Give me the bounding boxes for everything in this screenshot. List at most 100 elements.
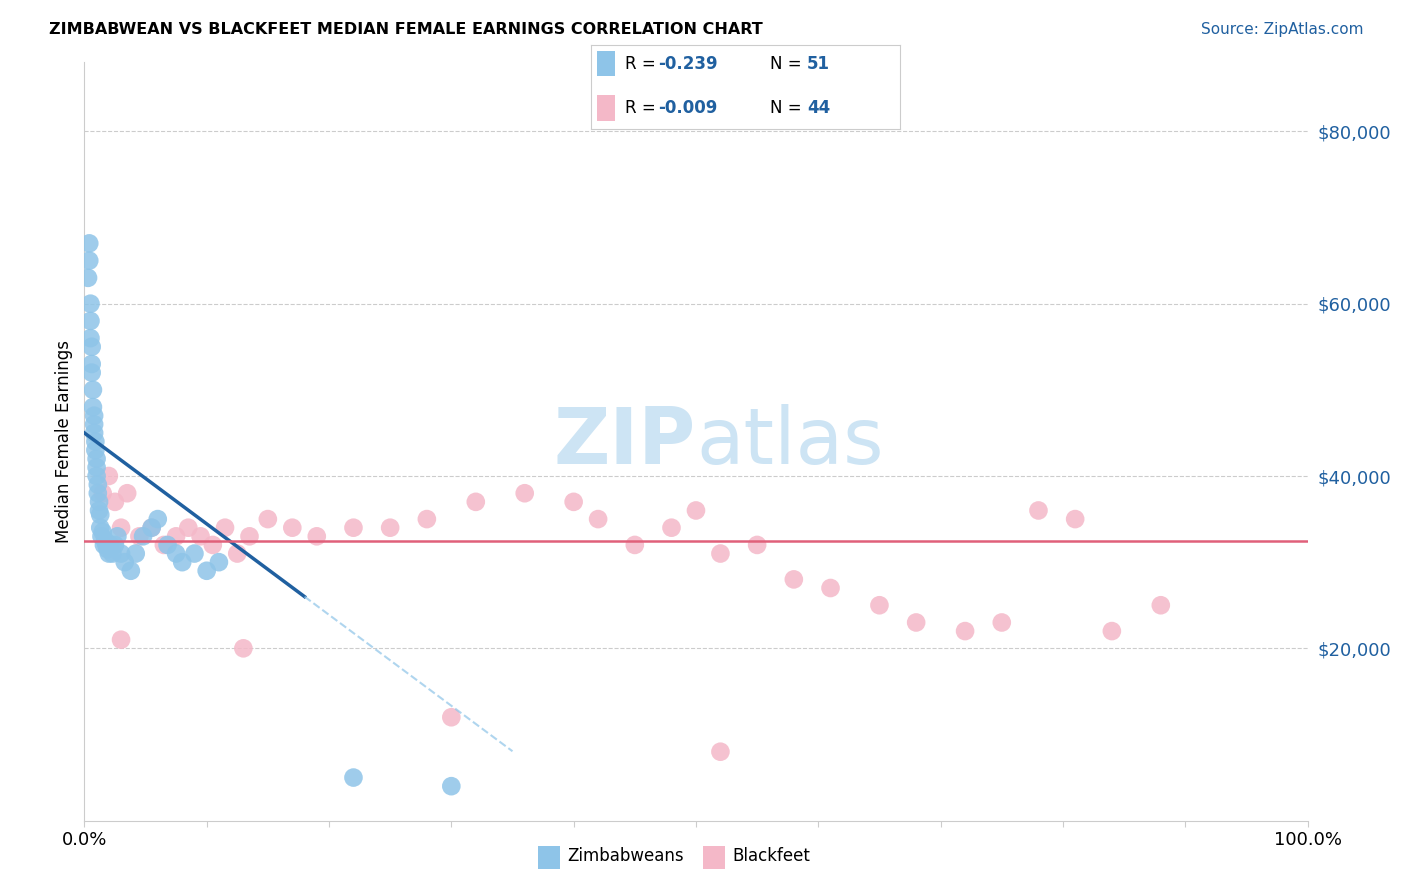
Bar xyxy=(596,95,616,120)
Point xyxy=(101,547,124,561)
Point xyxy=(89,521,111,535)
Point xyxy=(104,538,127,552)
Text: N =: N = xyxy=(770,54,801,72)
Point xyxy=(1028,503,1050,517)
Point xyxy=(869,599,891,613)
Point xyxy=(98,538,121,552)
Point xyxy=(77,270,100,285)
Text: Source: ZipAtlas.com: Source: ZipAtlas.com xyxy=(1201,22,1364,37)
Text: N =: N = xyxy=(770,99,801,117)
Point xyxy=(146,512,169,526)
Point xyxy=(624,538,647,552)
Point xyxy=(86,460,108,475)
Point xyxy=(380,521,402,535)
Point xyxy=(156,538,179,552)
Point xyxy=(464,495,486,509)
Point xyxy=(79,314,101,328)
Point xyxy=(281,521,304,535)
Text: R =: R = xyxy=(624,99,655,117)
Point xyxy=(709,745,731,759)
Point xyxy=(87,495,110,509)
Point xyxy=(905,615,928,630)
Text: ZIMBABWEAN VS BLACKFEET MEDIAN FEMALE EARNINGS CORRELATION CHART: ZIMBABWEAN VS BLACKFEET MEDIAN FEMALE EA… xyxy=(49,22,763,37)
Point xyxy=(80,366,103,380)
Point xyxy=(141,521,163,535)
Point xyxy=(125,547,148,561)
Text: 51: 51 xyxy=(807,54,830,72)
Point xyxy=(342,521,364,535)
Text: 44: 44 xyxy=(807,99,831,117)
Point xyxy=(97,469,120,483)
Point xyxy=(87,486,110,500)
Text: atlas: atlas xyxy=(696,403,883,480)
Point xyxy=(79,296,101,310)
Point xyxy=(195,564,218,578)
Point xyxy=(87,477,110,491)
Point xyxy=(440,779,463,793)
Point xyxy=(94,533,117,548)
Point xyxy=(77,253,100,268)
Point xyxy=(110,632,132,647)
Text: Zimbabweans: Zimbabweans xyxy=(568,847,685,865)
Point xyxy=(165,547,187,561)
Point xyxy=(83,417,105,432)
Point xyxy=(685,503,707,517)
Point xyxy=(177,521,200,535)
Point xyxy=(110,521,132,535)
Point xyxy=(820,581,842,595)
Point xyxy=(201,538,224,552)
Point xyxy=(79,331,101,345)
Point xyxy=(238,529,260,543)
Point xyxy=(953,624,976,639)
Point xyxy=(257,512,280,526)
Point xyxy=(114,555,136,569)
Point xyxy=(342,771,364,785)
Point xyxy=(83,409,105,423)
Point xyxy=(440,710,463,724)
Text: Blackfeet: Blackfeet xyxy=(733,847,810,865)
Point xyxy=(96,538,118,552)
Point xyxy=(991,615,1014,630)
Point xyxy=(132,529,155,543)
Point xyxy=(89,508,111,522)
Point xyxy=(661,521,683,535)
Point xyxy=(709,547,731,561)
Point xyxy=(141,521,163,535)
Y-axis label: Median Female Earnings: Median Female Earnings xyxy=(55,340,73,543)
Point xyxy=(183,547,205,561)
Point xyxy=(97,547,120,561)
Point xyxy=(115,486,138,500)
Point xyxy=(91,486,114,500)
Bar xyxy=(703,846,725,869)
Text: -0.009: -0.009 xyxy=(658,99,718,117)
Point xyxy=(513,486,536,500)
Text: ZIP: ZIP xyxy=(554,403,696,480)
Point xyxy=(91,524,114,539)
Point xyxy=(110,547,132,561)
Point xyxy=(747,538,769,552)
Point xyxy=(93,538,115,552)
Text: -0.239: -0.239 xyxy=(658,54,718,72)
Point xyxy=(128,529,150,543)
Point xyxy=(562,495,585,509)
Point xyxy=(416,512,439,526)
Point xyxy=(84,434,107,449)
Point xyxy=(165,529,187,543)
Point xyxy=(1150,599,1173,613)
Point xyxy=(86,451,108,466)
Point xyxy=(153,538,176,552)
Point xyxy=(86,469,108,483)
Point xyxy=(783,573,806,587)
Point xyxy=(232,641,254,656)
Point xyxy=(82,400,104,414)
Point xyxy=(97,542,120,557)
Point xyxy=(77,236,100,251)
Point xyxy=(208,555,231,569)
Point xyxy=(90,529,112,543)
Point xyxy=(586,512,609,526)
Point xyxy=(80,357,103,371)
Point xyxy=(84,443,107,458)
Point xyxy=(226,547,249,561)
Point xyxy=(80,340,103,354)
Point xyxy=(83,425,105,440)
